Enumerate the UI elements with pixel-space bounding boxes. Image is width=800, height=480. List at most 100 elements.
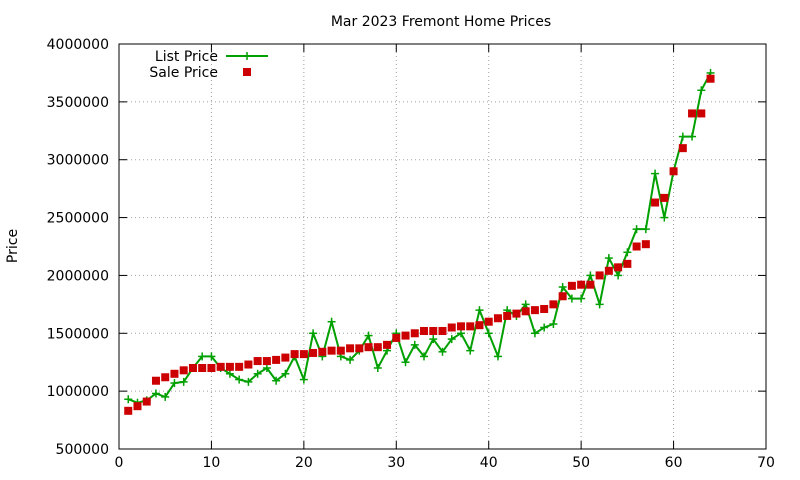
- data-point: [660, 193, 669, 202]
- data-point: [401, 331, 410, 340]
- y-tick-label: 3000000: [47, 153, 109, 169]
- data-point: [281, 353, 290, 362]
- data-point: [410, 340, 419, 349]
- data-point: [373, 364, 382, 372]
- data-point: [678, 132, 687, 141]
- data-point: [179, 366, 188, 375]
- data-point: [447, 323, 456, 332]
- data-point: [355, 344, 364, 353]
- data-point: [336, 346, 345, 355]
- data-point: [438, 347, 447, 356]
- y-tick-label: 3500000: [47, 95, 109, 111]
- data-point: [290, 350, 299, 359]
- legend-marker: [243, 52, 251, 60]
- x-tick-label: 20: [295, 455, 313, 471]
- y-tick-label: 2500000: [47, 211, 109, 227]
- data-point: [438, 326, 447, 335]
- data-point: [475, 306, 484, 315]
- data-point: [225, 369, 234, 378]
- data-point: [299, 350, 308, 359]
- data-point: [678, 144, 687, 153]
- y-tick-label: 1000000: [47, 384, 109, 400]
- data-point: [558, 292, 567, 301]
- data-point: [198, 352, 207, 361]
- data-point: [595, 300, 604, 309]
- x-tick-label: 10: [203, 455, 221, 471]
- data-point: [207, 352, 216, 361]
- data-point: [549, 300, 558, 309]
- y-axis-label: Price: [5, 229, 21, 263]
- data-point: [318, 347, 327, 356]
- data-point: [530, 329, 539, 338]
- data-point: [447, 335, 456, 344]
- data-point: [346, 355, 355, 364]
- data-point: [540, 323, 549, 332]
- data-point: [272, 355, 281, 364]
- data-point: [697, 109, 706, 118]
- data-point: [521, 300, 530, 309]
- data-point: [299, 375, 308, 384]
- data-point: [484, 329, 493, 338]
- y-tick-label: 2000000: [47, 268, 109, 284]
- data-point: [577, 280, 586, 289]
- data-point: [188, 364, 197, 372]
- data-point: [364, 331, 373, 340]
- series-layer: [124, 68, 715, 415]
- data-point: [456, 329, 465, 338]
- data-point: [558, 283, 567, 291]
- data-point: [225, 362, 234, 371]
- data-point: [604, 254, 613, 263]
- data-point: [567, 294, 576, 303]
- data-point: [364, 343, 373, 352]
- data-point: [281, 369, 290, 378]
- series-sale-price: [124, 74, 715, 415]
- data-point: [410, 329, 419, 338]
- data-point: [697, 86, 706, 95]
- series-list-price: [124, 68, 715, 407]
- y-tick-label: 1500000: [47, 326, 109, 342]
- data-point: [161, 373, 170, 382]
- data-point: [373, 343, 382, 352]
- data-point: [466, 322, 475, 331]
- data-point: [660, 213, 669, 222]
- data-point: [420, 352, 429, 361]
- data-point: [614, 263, 623, 272]
- data-point: [623, 248, 632, 257]
- data-point: [521, 307, 530, 316]
- data-point: [632, 225, 641, 234]
- legend: List Price Sale Price: [149, 49, 268, 81]
- x-tick-label: 70: [757, 455, 775, 471]
- x-tick-label: 50: [572, 455, 590, 471]
- legend-label-list-price: List Price: [155, 49, 218, 65]
- data-point: [688, 109, 697, 118]
- data-point: [262, 364, 271, 372]
- data-point: [216, 362, 225, 371]
- data-point: [549, 320, 558, 329]
- plot-frame: [118, 43, 767, 450]
- data-point: [161, 392, 170, 401]
- legend-samples: [226, 52, 268, 76]
- data-point: [429, 326, 438, 335]
- data-point: [309, 329, 318, 338]
- data-point: [577, 294, 586, 303]
- data-point: [651, 169, 660, 178]
- data-point: [688, 132, 697, 141]
- data-point: [623, 259, 632, 268]
- data-point: [641, 225, 650, 234]
- data-point: [493, 314, 502, 323]
- data-point: [262, 357, 271, 366]
- data-point: [124, 395, 133, 404]
- data-point: [530, 306, 539, 315]
- y-tick-label: 500000: [56, 442, 109, 458]
- data-point: [392, 333, 401, 342]
- data-point: [503, 311, 512, 320]
- data-point: [383, 340, 392, 349]
- x-tick-label: 30: [387, 455, 405, 471]
- data-point: [142, 397, 151, 406]
- legend-label-sale-price: Sale Price: [149, 65, 218, 81]
- data-point: [272, 376, 281, 385]
- data-point: [540, 304, 549, 313]
- data-point: [466, 346, 475, 355]
- data-point: [170, 369, 179, 378]
